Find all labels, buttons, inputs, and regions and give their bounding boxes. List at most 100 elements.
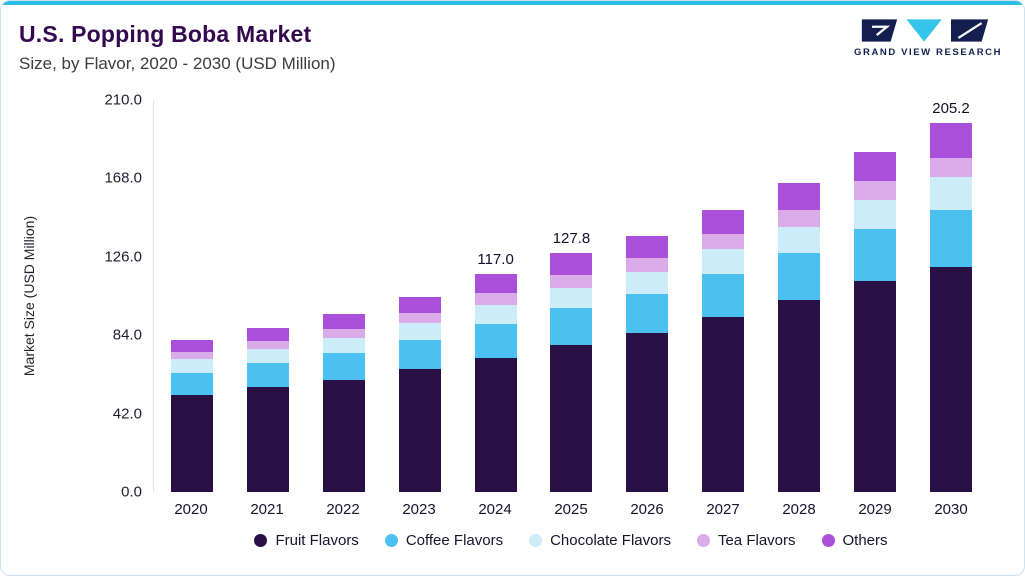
bar-segment-tea-flavors [170, 352, 213, 360]
bar-segment-chocolate-flavors [246, 349, 289, 364]
bar-segment-others [702, 210, 745, 235]
bar-group-2028 [761, 100, 837, 492]
bar-segment-tea-flavors [246, 340, 289, 350]
x-tick-label: 2027 [706, 501, 740, 518]
x-tick-label: 2020 [174, 501, 208, 518]
bar-segment-others [246, 327, 289, 341]
bar-segment-others [170, 340, 213, 353]
bar-stack [930, 123, 973, 493]
legend-swatch [254, 534, 268, 547]
bar-group-2027 [685, 100, 761, 493]
bar-segment-fruit-flavors [702, 316, 745, 493]
bar-stack [474, 273, 517, 492]
bar-segment-others [930, 123, 973, 158]
legend-swatch [384, 534, 398, 547]
top-accent-bar [1, 1, 1024, 5]
bar-stack [626, 236, 669, 493]
bars-container: 117.0 127.8 205.2 [154, 100, 989, 493]
bar-segment-coffee-flavors [246, 363, 289, 388]
legend-item-coffee-flavors: Coffee Flavors [384, 532, 504, 549]
bar-segment-tea-flavors [930, 157, 973, 178]
grand-view-research-logo: GRAND VIEW RESEARCH [854, 17, 1003, 58]
bar-group-2020 [154, 100, 230, 492]
page-subtitle: Size, by Flavor, 2020 - 2030 (USD Millio… [19, 54, 336, 73]
legend-label: Fruit Flavors [275, 532, 359, 549]
x-tick-label: 2025 [554, 501, 588, 518]
bar-segment-coffee-flavors [170, 372, 213, 395]
bar-group-2026 [609, 100, 685, 493]
legend-item-chocolate-flavors: Chocolate Flavors [529, 532, 671, 549]
bar-segment-coffee-flavors [398, 339, 441, 369]
bar-segment-fruit-flavors [930, 267, 973, 493]
bar-stack [170, 340, 213, 492]
y-tick-label: 42.0 [112, 405, 142, 423]
bar-segment-chocolate-flavors [854, 199, 897, 229]
bar-stack [246, 327, 289, 492]
legend-label: Chocolate Flavors [550, 532, 671, 549]
x-tick-label: 2021 [250, 501, 284, 518]
bar-segment-fruit-flavors [398, 368, 441, 492]
bar-stack [778, 183, 821, 492]
logo-icon [861, 19, 989, 42]
bar-group-2030: 205.2 [913, 100, 989, 493]
chart-area: Market Size (USD Million) 0.0 42.0 84.0 126… [1, 92, 1024, 549]
bar-segment-coffee-flavors [930, 209, 973, 268]
y-tick-label: 210.0 [104, 91, 142, 109]
bar-value-label: 205.2 [932, 100, 970, 117]
y-tick-label: 84.0 [112, 326, 142, 344]
bar-segment-chocolate-flavors [930, 177, 973, 210]
bar-segment-coffee-flavors [322, 352, 365, 380]
legend-swatch [696, 534, 710, 547]
bar-group-2022 [306, 100, 382, 492]
bar-segment-tea-flavors [322, 328, 365, 338]
bar-segment-tea-flavors [474, 293, 517, 306]
logo-text: GRAND VIEW RESEARCH [854, 47, 1003, 58]
bar-group-2021 [230, 100, 306, 492]
bar-segment-coffee-flavors [702, 273, 745, 317]
page-title: U.S. Popping Boba Market [19, 21, 312, 47]
x-tick-label: 2026 [630, 501, 664, 518]
legend-item-fruit-flavors: Fruit Flavors [254, 532, 359, 549]
bar-segment-fruit-flavors [854, 281, 897, 493]
bar-segment-chocolate-flavors [550, 287, 593, 309]
bar-segment-others [322, 313, 365, 329]
bar-segment-tea-flavors [398, 312, 441, 324]
x-tick-label: 2022 [326, 501, 360, 518]
legend-label: Tea Flavors [717, 532, 796, 549]
bar-segment-chocolate-flavors [474, 305, 517, 325]
x-tick-label: 2030 [934, 501, 968, 518]
x-axis-labels: 2020 2021 2022 2023 2024 2025 2026 2027 2028 2029… [153, 501, 989, 518]
bar-segment-tea-flavors [778, 210, 821, 227]
header: U.S. Popping Boba Market Size, by Flavor… [1, 5, 1024, 74]
bar-segment-chocolate-flavors [398, 323, 441, 340]
legend: Fruit Flavors Coffee Flavors Chocolate Fla… [153, 532, 989, 549]
bar-segment-fruit-flavors [550, 344, 593, 492]
y-tick-label: 168.0 [104, 169, 142, 187]
bar-segment-others [854, 152, 897, 182]
y-axis-title: Market Size (USD Million) [21, 215, 38, 377]
legend-item-tea-flavors: Tea Flavors [696, 532, 796, 549]
legend-swatch [821, 534, 835, 547]
x-tick-label: 2023 [402, 501, 436, 518]
bar-stack [702, 210, 745, 493]
bar-segment-others [778, 183, 821, 211]
legend-label: Coffee Flavors [405, 532, 504, 549]
bar-segment-fruit-flavors [778, 299, 821, 492]
bar-group-2024: 117.0 [458, 100, 534, 492]
bar-group-2023 [382, 100, 458, 492]
bar-group-2029 [837, 100, 913, 493]
bar-segment-chocolate-flavors [322, 338, 365, 353]
bar-segment-tea-flavors [702, 234, 745, 250]
bar-stack [550, 253, 593, 492]
bar-segment-others [398, 296, 441, 313]
bar-value-label: 127.8 [552, 230, 591, 248]
bar-segment-tea-flavors [626, 257, 669, 272]
bar-stack [322, 313, 365, 492]
bar-stack [398, 296, 441, 492]
plot-area: Market Size (USD Million) 0.0 42.0 84.0 126… [22, 92, 989, 501]
bar-segment-fruit-flavors [626, 333, 669, 493]
bar-segment-chocolate-flavors [778, 226, 821, 254]
y-axis-title-wrap: Market Size (USD Million) [2, 100, 57, 492]
bar-segment-fruit-flavors [474, 357, 517, 492]
